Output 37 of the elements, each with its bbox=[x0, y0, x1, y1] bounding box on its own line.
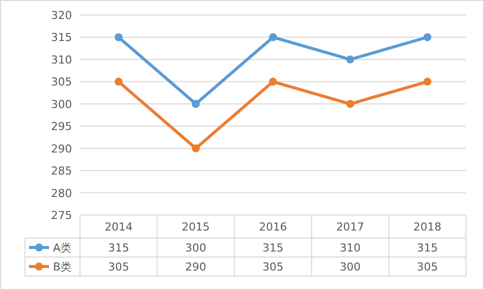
x-tick-label: 2017 bbox=[336, 220, 364, 234]
point bbox=[114, 33, 123, 42]
data-label: 305 bbox=[108, 260, 130, 274]
point bbox=[114, 78, 123, 86]
x-tick-label: 2014 bbox=[104, 220, 133, 234]
legend-label: A类 bbox=[53, 242, 72, 254]
point bbox=[192, 144, 200, 152]
x-tick-label: 2016 bbox=[259, 220, 287, 234]
data-label: 300 bbox=[185, 242, 206, 254]
point bbox=[269, 78, 277, 86]
y-tick-label: 310 bbox=[51, 53, 72, 66]
x-tick-label: 2018 bbox=[413, 220, 442, 234]
y-tick-label: 295 bbox=[51, 120, 72, 134]
y-tick-label: 290 bbox=[51, 142, 72, 156]
y-tick-label: 315 bbox=[51, 31, 72, 44]
point bbox=[423, 78, 432, 86]
y-tick-label: 320 bbox=[51, 9, 72, 22]
data-label: 305 bbox=[262, 260, 284, 274]
data-label: 290 bbox=[185, 260, 206, 274]
data-label: 305 bbox=[416, 260, 438, 274]
point bbox=[269, 33, 277, 42]
y-tick-label: 285 bbox=[51, 164, 72, 178]
point bbox=[192, 100, 200, 108]
point bbox=[346, 100, 354, 108]
data-label: 315 bbox=[262, 242, 284, 254]
y-tick-label: 305 bbox=[51, 76, 72, 89]
point bbox=[346, 55, 354, 64]
point bbox=[423, 33, 432, 42]
y-tick-label: 280 bbox=[51, 186, 72, 200]
y-tick-label: 300 bbox=[51, 98, 72, 111]
data-label: 310 bbox=[340, 242, 361, 254]
data-label: 315 bbox=[416, 242, 438, 254]
y-tick-label: 275 bbox=[51, 209, 72, 222]
x-tick-label: 2015 bbox=[182, 220, 210, 234]
data-label: 300 bbox=[340, 260, 361, 274]
data-label: 315 bbox=[108, 242, 130, 254]
legend-label: B类 bbox=[53, 260, 72, 274]
